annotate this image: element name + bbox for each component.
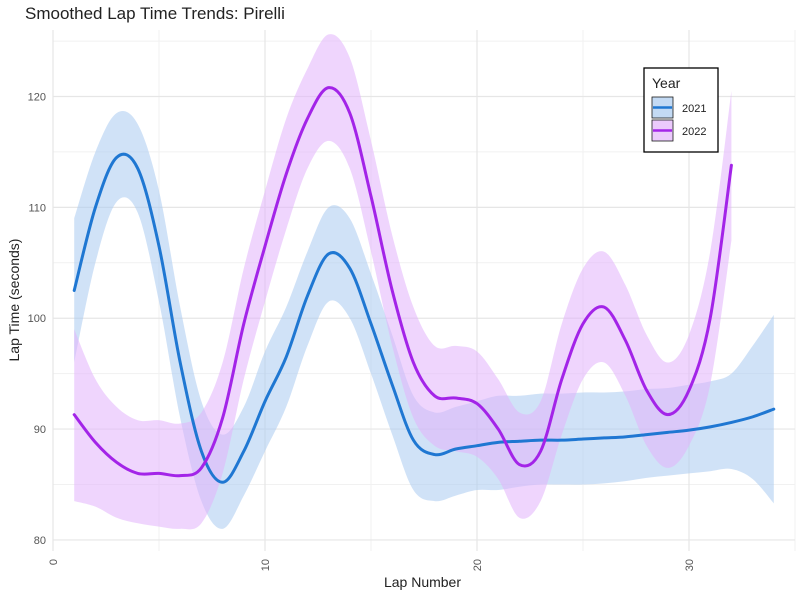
confidence-band-2021 xyxy=(74,111,774,529)
series-line-2021 xyxy=(72,152,776,484)
confidence-bands xyxy=(74,34,774,530)
chart-title: Smoothed Lap Time Trends: Pirelli xyxy=(25,4,285,23)
x-tick-label: 30 xyxy=(684,559,696,571)
legend-title: Year xyxy=(652,75,681,91)
confidence-band-2022 xyxy=(74,34,732,530)
y-axis-label: Lap Time (seconds) xyxy=(6,238,22,362)
x-tick-label: 0 xyxy=(48,559,60,565)
x-axis-ticks: 0 10 20 30 xyxy=(48,559,696,571)
series-line-2022 xyxy=(72,86,733,478)
y-axis-ticks: 80 90 100 110 120 xyxy=(28,92,46,547)
y-tick-label: 90 xyxy=(34,424,46,436)
y-tick-label: 110 xyxy=(28,202,46,214)
y-tick-label: 120 xyxy=(28,92,46,104)
legend-label-2022: 2022 xyxy=(682,126,706,138)
x-tick-label: 10 xyxy=(260,559,272,571)
x-tick-label: 20 xyxy=(472,559,484,571)
y-tick-label: 80 xyxy=(34,535,46,547)
y-tick-label: 100 xyxy=(28,313,46,325)
series-lines xyxy=(72,86,776,484)
legend-label-2021: 2021 xyxy=(682,103,706,115)
x-axis-label: Lap Number xyxy=(383,574,462,590)
